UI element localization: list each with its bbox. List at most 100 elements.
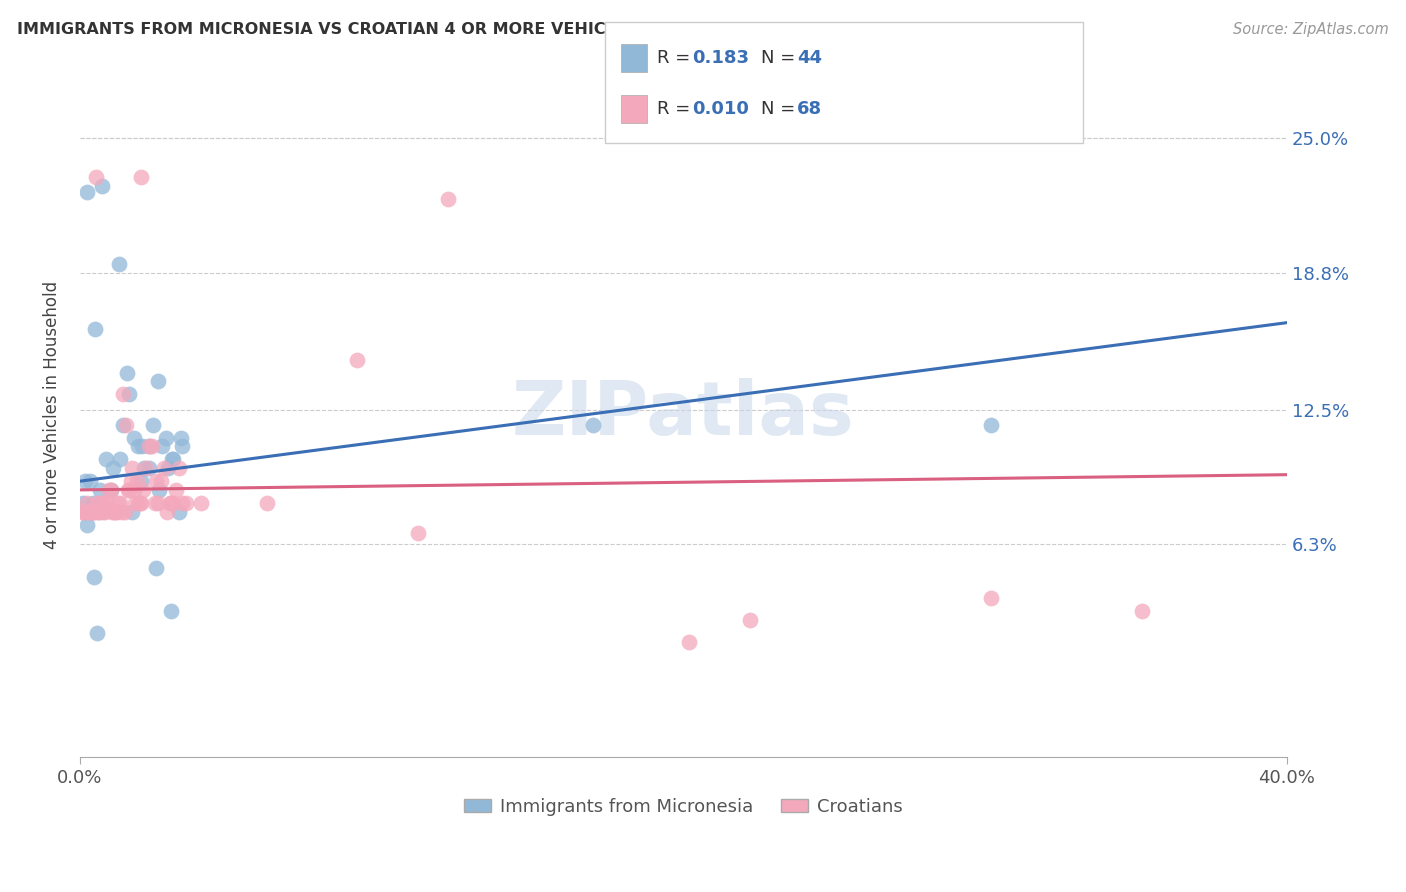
Point [1130, 605, 1153, 619]
Point [89, 496, 111, 510]
Point [152, 461, 174, 475]
Text: 44: 44 [797, 49, 823, 67]
Point [167, 461, 190, 475]
Point [111, 417, 134, 432]
Point [118, 387, 141, 401]
Point [162, 496, 184, 510]
Point [75, 505, 97, 519]
Point [80, 505, 103, 519]
Point [105, 505, 128, 519]
Point [103, 505, 125, 519]
Point [145, 561, 167, 575]
Point [80, 505, 103, 519]
Text: 68: 68 [797, 100, 823, 118]
Point [107, 496, 129, 510]
Point [94, 505, 117, 519]
Point [170, 431, 193, 445]
Point [582, 417, 605, 432]
Point [77, 505, 100, 519]
Point [76, 186, 98, 200]
Text: Source: ZipAtlas.com: Source: ZipAtlas.com [1233, 22, 1389, 37]
Point [108, 257, 131, 271]
Point [159, 496, 181, 510]
Legend: Immigrants from Micronesia, Croatians: Immigrants from Micronesia, Croatians [457, 790, 910, 823]
Point [156, 505, 179, 519]
Text: R =: R = [657, 100, 696, 118]
Point [117, 483, 139, 497]
Point [83, 570, 105, 584]
Point [120, 474, 142, 488]
Point [86, 626, 108, 640]
Point [138, 440, 160, 454]
Point [125, 474, 148, 488]
Point [114, 505, 136, 519]
Point [98, 483, 121, 497]
Point [87, 505, 110, 519]
Point [72, 505, 94, 519]
Point [155, 431, 177, 445]
Point [124, 496, 146, 510]
Point [406, 526, 429, 541]
Point [122, 431, 145, 445]
Point [346, 352, 368, 367]
Text: N =: N = [761, 49, 800, 67]
Text: IMMIGRANTS FROM MICRONESIA VS CROATIAN 4 OR MORE VEHICLES IN HOUSEHOLD CORRELATI: IMMIGRANTS FROM MICRONESIA VS CROATIAN 4… [17, 22, 980, 37]
Text: R =: R = [657, 49, 696, 67]
Point [75, 474, 97, 488]
Point [90, 496, 112, 510]
Point [162, 452, 184, 467]
Point [160, 496, 183, 510]
Point [129, 496, 152, 510]
Point [86, 496, 108, 510]
Point [167, 505, 190, 519]
Point [142, 417, 165, 432]
Point [100, 483, 122, 497]
Point [96, 496, 118, 510]
Point [84, 505, 107, 519]
Point [101, 461, 124, 475]
Point [73, 505, 96, 519]
Point [115, 366, 138, 380]
Text: ZIPatlas: ZIPatlas [512, 378, 855, 451]
Point [89, 483, 111, 497]
Point [110, 505, 132, 519]
Point [980, 591, 1002, 606]
Point [128, 496, 150, 510]
Point [79, 505, 101, 519]
Point [256, 496, 278, 510]
Point [83, 505, 105, 519]
Point [84, 322, 107, 336]
Point [111, 387, 134, 401]
Point [84, 170, 107, 185]
Point [143, 496, 166, 510]
Point [146, 496, 169, 510]
Point [72, 496, 94, 510]
Point [148, 374, 170, 388]
Text: 0.010: 0.010 [692, 100, 748, 118]
Point [145, 474, 167, 488]
Point [149, 474, 172, 488]
Point [82, 496, 104, 510]
Point [131, 483, 153, 497]
Point [170, 440, 193, 454]
Point [174, 496, 197, 510]
Point [87, 505, 110, 519]
Point [156, 461, 179, 475]
Point [437, 192, 460, 206]
Point [115, 417, 138, 432]
Point [104, 505, 127, 519]
Point [97, 496, 120, 510]
Point [160, 452, 183, 467]
Point [132, 461, 155, 475]
Point [129, 474, 152, 488]
Point [141, 440, 163, 454]
Point [190, 496, 212, 510]
Point [101, 505, 124, 519]
Point [79, 474, 101, 488]
Point [131, 440, 153, 454]
Point [93, 505, 115, 519]
Text: N =: N = [761, 100, 800, 118]
Point [148, 483, 170, 497]
Point [135, 461, 157, 475]
Point [129, 170, 152, 185]
